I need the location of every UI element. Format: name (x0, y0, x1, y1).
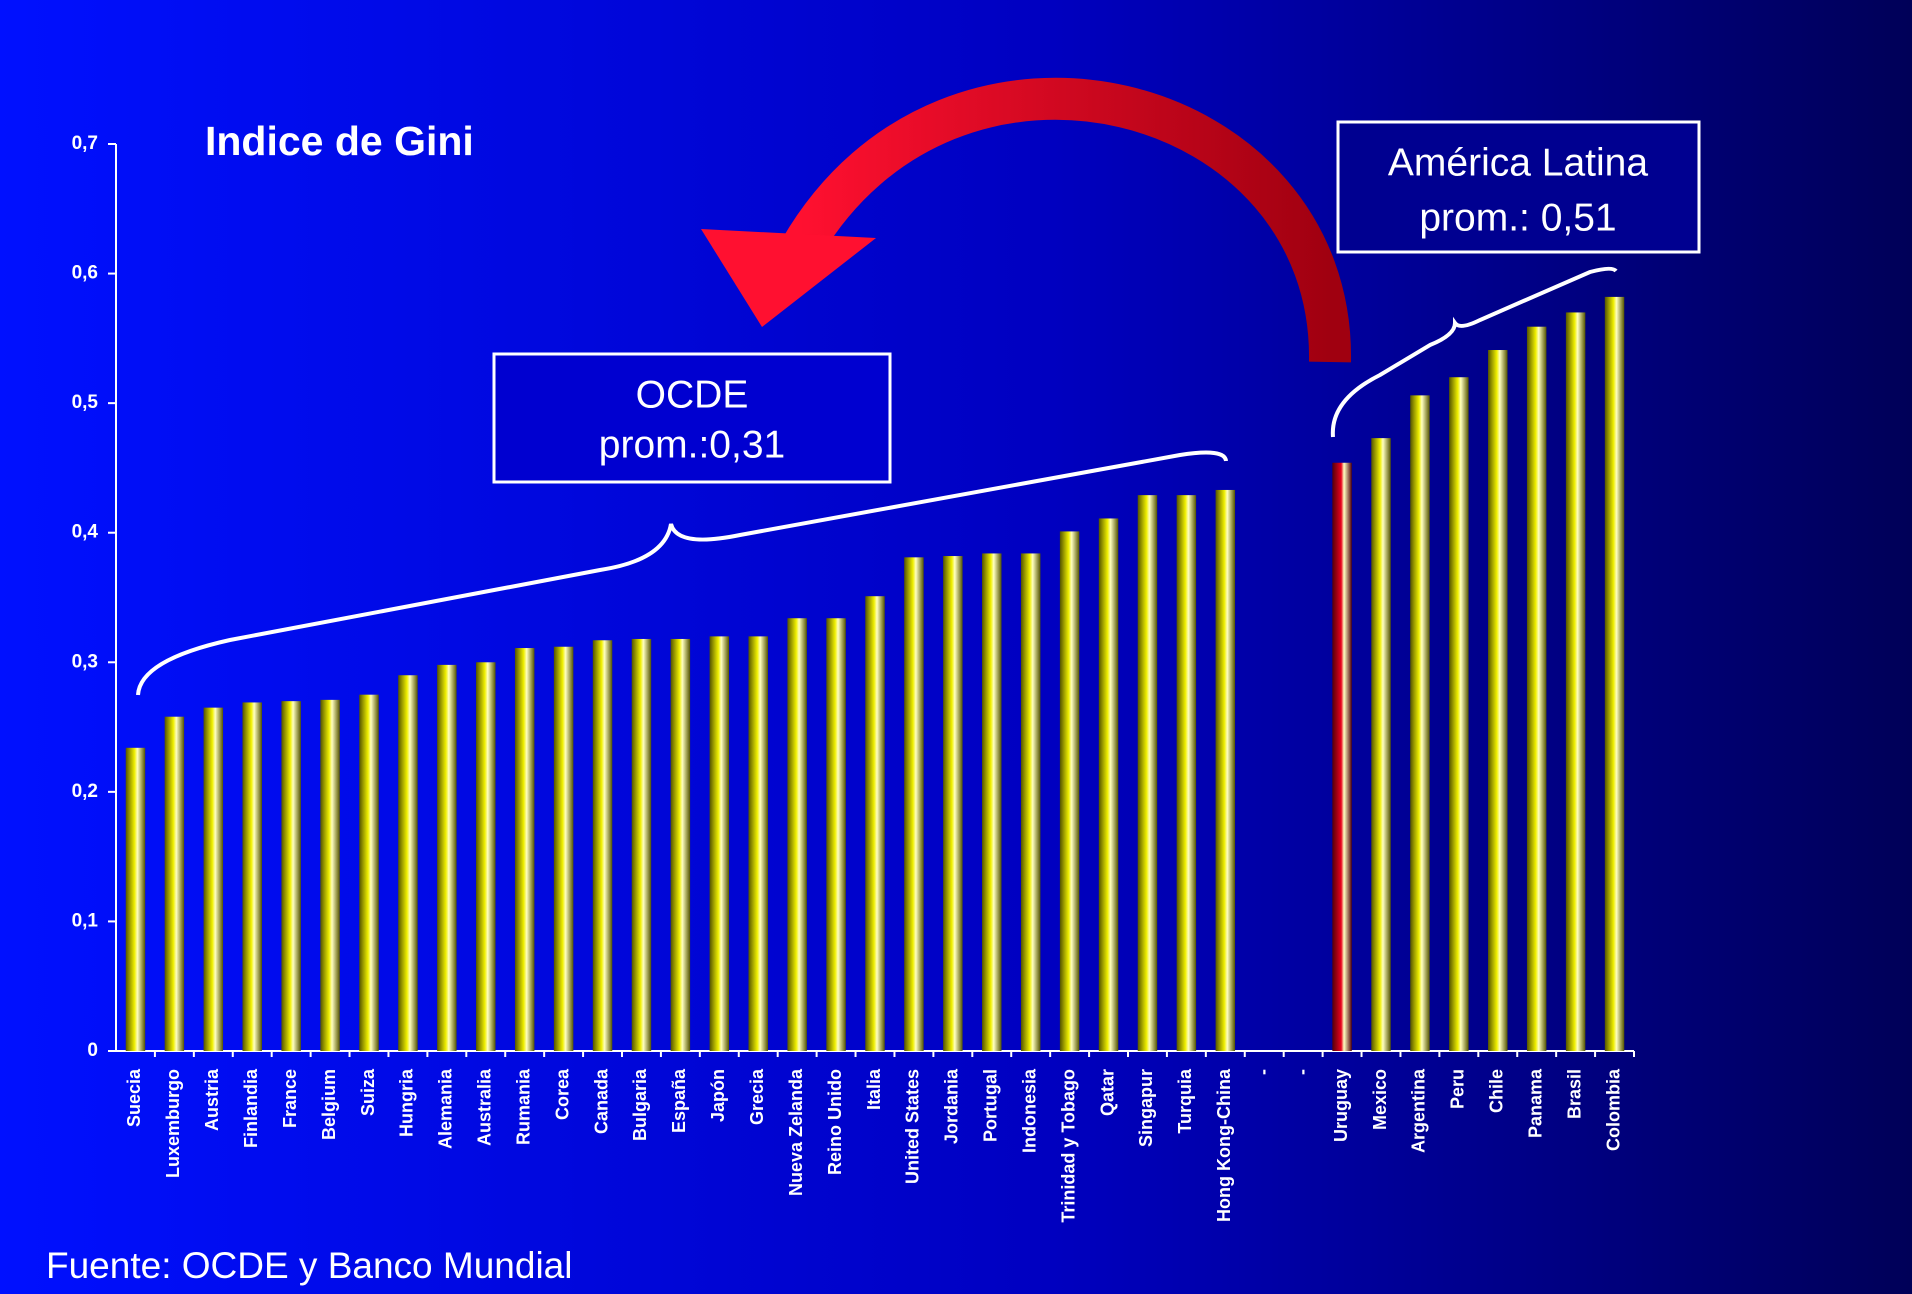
bar (320, 699, 340, 1051)
x-tick-label: Trinidad y Tobago (1058, 1069, 1078, 1223)
bar (1565, 312, 1586, 1051)
annotation-box (1336, 120, 1701, 254)
arrow (781, 77, 1352, 363)
x-tick-label: Jordania (942, 1068, 962, 1144)
annotation: prom.:0,31 (599, 423, 785, 466)
source: Fuente: OCDE y Banco Mundial (46, 1245, 572, 1286)
x-tick-label: France (280, 1069, 300, 1128)
x-tick-label: Belgium (319, 1069, 339, 1140)
x-tick-label: United States (903, 1069, 923, 1184)
bar (670, 638, 691, 1051)
x-tick-label: Qatar (1097, 1069, 1117, 1116)
x-tick-label: Mexico (1370, 1069, 1390, 1130)
bar (1371, 438, 1391, 1051)
bar (1176, 495, 1197, 1052)
y-tick-label: 0,4 (72, 522, 99, 543)
x-tick-label: Bulgaria (630, 1068, 650, 1141)
arrow-head (701, 229, 876, 327)
x-tick-label: Nueva Zelanda (786, 1068, 806, 1196)
bar (398, 675, 418, 1051)
x-tick-label: Peru (1448, 1069, 1468, 1109)
bar (1604, 296, 1625, 1051)
bar (904, 557, 924, 1051)
brace (1330, 266, 1618, 438)
bar (1020, 553, 1041, 1051)
y-tick-label: 0,2 (72, 781, 98, 802)
x-tick-label: Rumania (513, 1068, 533, 1145)
bar (1410, 395, 1430, 1052)
bar (787, 618, 807, 1051)
x-tick-label: Australia (475, 1068, 495, 1146)
chart-title: Indice de Gini (205, 118, 474, 164)
bar (1449, 377, 1469, 1051)
bar (359, 694, 379, 1051)
bar (709, 636, 730, 1051)
annotation: América Latina (1388, 141, 1648, 184)
x-tick-label: Hungria (397, 1068, 417, 1137)
x-tick-label: - (1253, 1069, 1273, 1075)
annotation: prom.: 0,51 (1419, 196, 1616, 239)
bar (1332, 462, 1352, 1051)
annotation: OCDE (636, 373, 749, 416)
x-tick-label: Colombia (1603, 1068, 1623, 1151)
x-tick-label: Suiza (358, 1068, 378, 1116)
x-tick-label: - (1292, 1069, 1312, 1075)
bar (1526, 326, 1547, 1052)
bar (437, 664, 457, 1051)
bar (1488, 350, 1508, 1052)
bar (1059, 531, 1080, 1051)
x-tick-label: Corea (552, 1068, 572, 1120)
y-tick-label: 0,5 (72, 392, 99, 413)
x-tick-label: Panama (1525, 1068, 1545, 1138)
x-tick-label: Finlandia (241, 1068, 261, 1148)
bar (748, 636, 768, 1051)
x-tick-label: Indonesia (1019, 1068, 1039, 1153)
bar (943, 556, 963, 1051)
bar (242, 702, 262, 1051)
bar (281, 701, 301, 1051)
bar (1098, 518, 1119, 1051)
x-tick-label: Brasil (1564, 1069, 1584, 1119)
bar (514, 648, 535, 1051)
x-tick-label: Argentina (1409, 1068, 1429, 1153)
x-tick-label: Italia (864, 1068, 884, 1110)
bar (476, 662, 496, 1051)
y-tick-label: 0,1 (72, 910, 99, 931)
bar (865, 596, 885, 1051)
bar (1215, 489, 1236, 1052)
bar (203, 707, 224, 1051)
annotation-box (492, 352, 892, 484)
x-tick-label: Singapur (1136, 1069, 1156, 1147)
x-tick-label: Japón (708, 1069, 728, 1122)
bar (982, 553, 1002, 1051)
bar (125, 747, 146, 1051)
bar (164, 716, 185, 1051)
y-tick-label: 0,3 (72, 651, 98, 672)
bar (631, 638, 652, 1051)
x-tick-label: España (669, 1068, 689, 1133)
x-tick-label: Luxemburgo (163, 1069, 183, 1178)
bar (826, 618, 846, 1051)
x-tick-label: Chile (1487, 1069, 1507, 1113)
x-tick-label: Reino Unido (825, 1069, 845, 1175)
brace (136, 450, 1228, 696)
x-tick-label: Grecia (747, 1068, 767, 1125)
x-tick-label: Canada (591, 1068, 611, 1134)
x-tick-label: Hong Kong-China (1214, 1068, 1234, 1222)
y-tick-label: 0,6 (72, 263, 98, 284)
y-tick-label: 0,7 (72, 133, 98, 154)
bar (592, 640, 613, 1051)
x-tick-label: Alemania (436, 1068, 456, 1149)
x-tick-label: Suecia (124, 1068, 144, 1127)
bar (1137, 495, 1158, 1052)
x-tick-label: Uruguay (1331, 1069, 1351, 1142)
y-tick-label: 0 (87, 1040, 98, 1061)
x-tick-label: Austria (202, 1068, 222, 1131)
x-tick-label: Portugal (981, 1069, 1001, 1142)
bar (553, 646, 574, 1051)
x-tick-label: Turquia (1175, 1068, 1195, 1134)
